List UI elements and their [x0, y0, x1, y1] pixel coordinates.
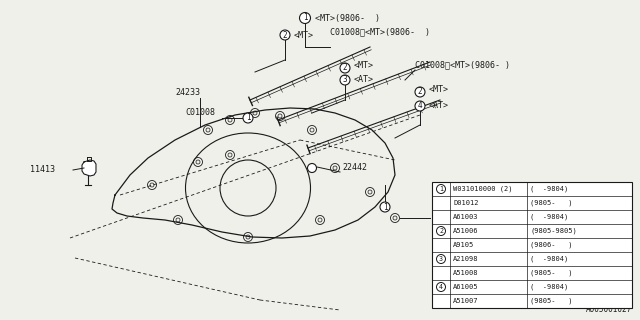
Text: <MT>: <MT>: [354, 60, 374, 69]
Text: 2: 2: [283, 30, 287, 39]
Text: 1: 1: [303, 13, 307, 22]
Text: A51007: A51007: [453, 298, 479, 304]
Text: 24233: 24233: [175, 88, 200, 97]
Text: 1: 1: [439, 186, 443, 192]
Text: 2: 2: [342, 63, 348, 73]
Text: (9805-9805): (9805-9805): [530, 228, 577, 234]
Text: <MT>(9806-  ): <MT>(9806- ): [315, 13, 380, 22]
Text: (  -9804): ( -9804): [530, 214, 568, 220]
Text: D01012: D01012: [453, 200, 479, 206]
Circle shape: [436, 283, 445, 292]
Text: C01008: C01008: [185, 108, 215, 117]
Polygon shape: [82, 160, 96, 176]
Text: A51008: A51008: [453, 270, 479, 276]
Text: 1: 1: [246, 114, 250, 123]
Text: 3: 3: [439, 256, 443, 262]
Text: A005001027: A005001027: [586, 305, 632, 314]
Text: <MT>: <MT>: [429, 85, 449, 94]
Text: C01008⁠<MT>(9806- ): C01008⁠<MT>(9806- ): [415, 60, 510, 69]
Text: <AT>: <AT>: [429, 101, 449, 110]
Text: A9105: A9105: [453, 242, 474, 248]
Text: (9805-   ): (9805- ): [530, 200, 573, 206]
Text: A51006: A51006: [453, 228, 479, 234]
Circle shape: [280, 30, 290, 40]
Text: 4: 4: [418, 101, 422, 110]
Text: (  -9804): ( -9804): [530, 256, 568, 262]
Circle shape: [307, 164, 317, 172]
Circle shape: [340, 75, 350, 85]
Text: C01008: C01008: [432, 209, 462, 218]
Circle shape: [340, 63, 350, 73]
Circle shape: [415, 101, 425, 111]
Text: A21098: A21098: [453, 256, 479, 262]
Text: <AT>: <AT>: [354, 76, 374, 84]
Text: (9805-   ): (9805- ): [530, 298, 573, 304]
Bar: [432, 182, 632, 308]
Circle shape: [436, 185, 445, 194]
Text: C01008⁠<MT>(9806-  ): C01008⁠<MT>(9806- ): [330, 28, 430, 36]
Text: (  -9804): ( -9804): [530, 186, 568, 192]
Text: A61003: A61003: [453, 214, 479, 220]
Text: 22442: 22442: [342, 163, 367, 172]
Circle shape: [243, 113, 253, 123]
Circle shape: [436, 254, 445, 263]
Text: (9806-   ): (9806- ): [530, 242, 573, 248]
Text: 2: 2: [439, 228, 443, 234]
Text: 11413: 11413: [30, 165, 55, 174]
Text: 4: 4: [439, 284, 443, 290]
Text: <MT>: <MT>: [294, 30, 314, 39]
Circle shape: [300, 12, 310, 23]
Text: A61005: A61005: [453, 284, 479, 290]
Text: 1: 1: [383, 203, 387, 212]
Text: (  -9804): ( -9804): [530, 284, 568, 290]
Circle shape: [415, 87, 425, 97]
Text: 3: 3: [342, 76, 348, 84]
Circle shape: [380, 202, 390, 212]
Text: 2: 2: [418, 87, 422, 97]
Text: (9805-   ): (9805- ): [530, 270, 573, 276]
Circle shape: [436, 227, 445, 236]
Text: W031010000 (2): W031010000 (2): [453, 186, 513, 192]
